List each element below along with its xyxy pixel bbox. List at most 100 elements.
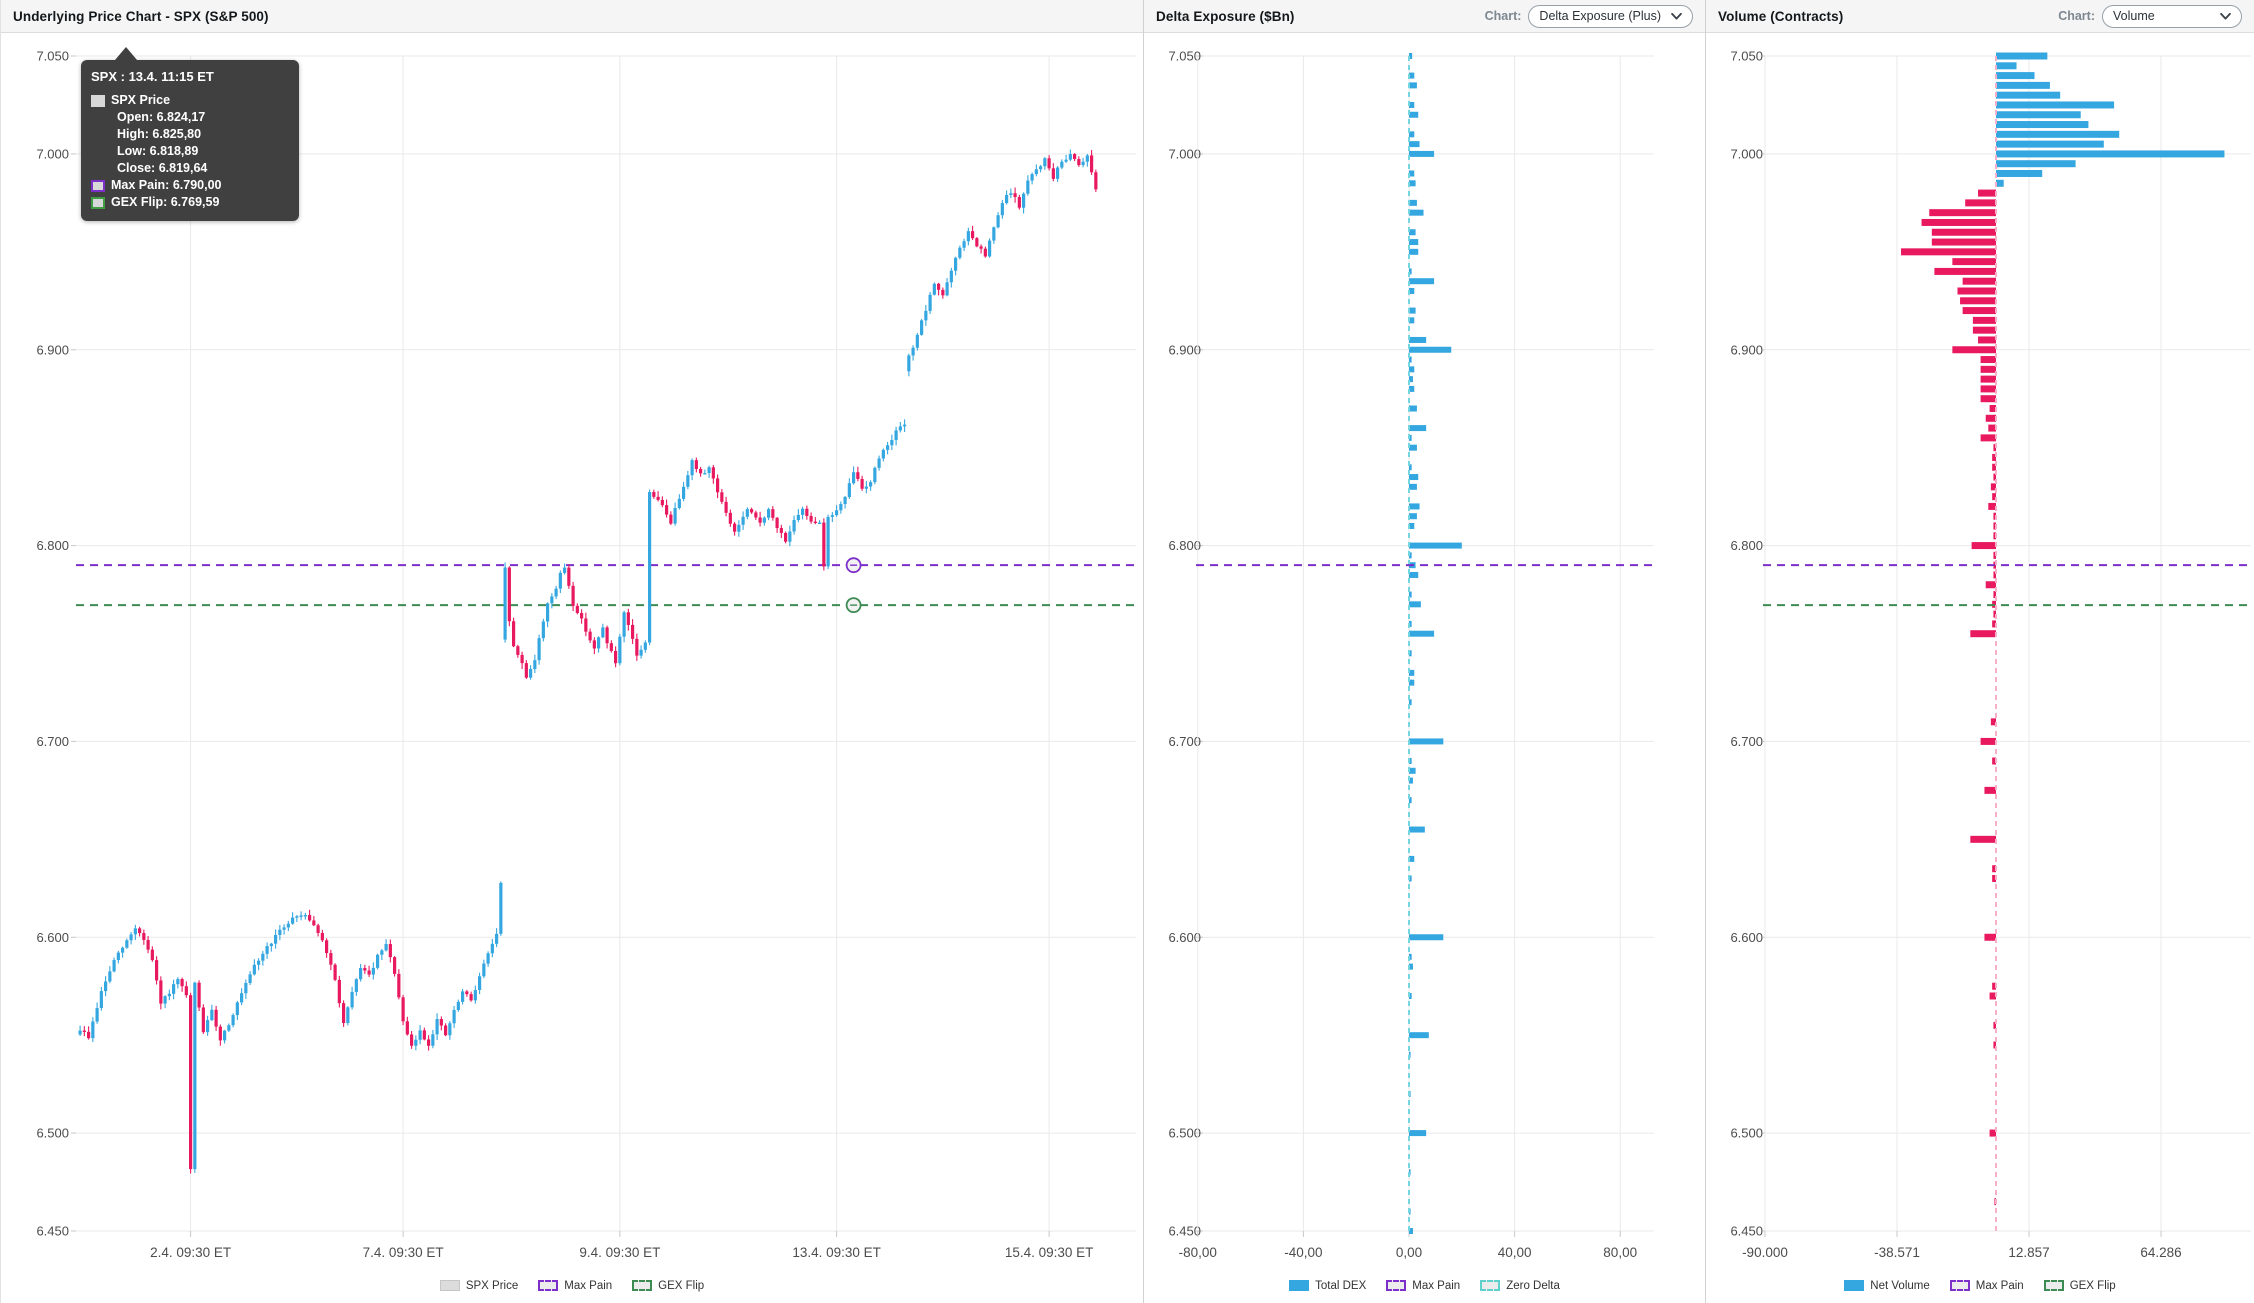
spx-price-swatch-icon (91, 94, 105, 107)
svg-text:6.700: 6.700 (1730, 734, 1763, 749)
dash-purple-swatch-icon (538, 1280, 559, 1291)
svg-text:7.000: 7.000 (36, 146, 69, 161)
bars-layer (1901, 52, 2225, 1206)
price-chart-area[interactable]: SPX : 13.4. 11:15 ET SPX Price Open: 6.8… (1, 33, 1143, 1273)
dex-select-value: Delta Exposure (Plus) (1539, 9, 1661, 23)
legend-item-max-pain: Max Pain (1386, 1280, 1460, 1292)
svg-text:6.450: 6.450 (1730, 1224, 1763, 1239)
tooltip-max-pain: Max Pain: 6.790,00 (91, 177, 287, 194)
dash-teal-swatch-icon (1480, 1280, 1501, 1291)
legend-item-max-pain: Max Pain (538, 1280, 612, 1292)
dash-green-swatch-icon (2043, 1280, 2064, 1291)
legend-item-max-pain: Max Pain (1949, 1280, 2024, 1292)
legend-item-zero-delta: Zero Delta (1480, 1280, 1560, 1292)
svg-text:7.050: 7.050 (1168, 49, 1201, 64)
tooltip-low: Low: 6.818,89 (117, 144, 199, 158)
svg-text:7.4. 09:30 ET: 7.4. 09:30 ET (363, 1245, 444, 1260)
dex-chart-type-select[interactable]: Delta Exposure (Plus) (1528, 4, 1693, 28)
dex-legend: Total DEX Max Pain Zero Delta (1144, 1268, 1705, 1303)
svg-text:6.450: 6.450 (1168, 1224, 1201, 1239)
svg-text:12.857: 12.857 (2008, 1245, 2049, 1260)
dex-panel-header: Delta Exposure ($Bn) Chart: Delta Exposu… (1144, 0, 1705, 33)
price-legend: SPX Price Max Pain GEX Flip (1, 1268, 1143, 1303)
chevron-down-icon (2220, 12, 2231, 20)
chevron-down-icon (1671, 12, 1682, 20)
legend-item-gex-flip: GEX Flip (2043, 1280, 2116, 1292)
gray-swatch-icon (439, 1280, 460, 1291)
price-tooltip: SPX : 13.4. 11:15 ET SPX Price Open: 6.8… (81, 47, 299, 221)
tooltip-series-label: SPX Price (111, 93, 171, 107)
svg-text:6.900: 6.900 (1168, 342, 1201, 357)
svg-text:40,00: 40,00 (1498, 1245, 1532, 1260)
svg-text:6.500: 6.500 (1168, 1126, 1201, 1141)
svg-text:6.800: 6.800 (1730, 538, 1763, 553)
vol-chart-label: Chart: (2058, 9, 2095, 23)
blue-swatch-icon (1844, 1280, 1865, 1291)
legend-item-total-dex: Total DEX (1289, 1280, 1366, 1292)
svg-text:0,00: 0,00 (1396, 1245, 1422, 1260)
dex-panel-title: Delta Exposure ($Bn) (1156, 8, 1295, 24)
svg-text:-90.000: -90.000 (1742, 1245, 1788, 1260)
svg-text:-40,00: -40,00 (1284, 1245, 1322, 1260)
svg-text:6.450: 6.450 (36, 1224, 69, 1239)
tooltip-gex-flip: GEX Flip: 6.769,59 (91, 194, 287, 211)
vol-chart-area[interactable]: 7.050 7.000 6.900 6.800 6.700 6.600 6.500 6.450… (1706, 33, 2254, 1273)
bars-layer (1409, 53, 1462, 1234)
svg-text:6.700: 6.700 (36, 734, 69, 749)
svg-text:6.600: 6.600 (36, 930, 69, 945)
svg-text:-80,00: -80,00 (1179, 1245, 1217, 1260)
vol-panel-title: Volume (Contracts) (1718, 8, 1844, 24)
svg-text:6.600: 6.600 (1168, 930, 1201, 945)
legend-item-net-volume: Net Volume (1844, 1280, 1930, 1292)
svg-text:80,00: 80,00 (1603, 1245, 1637, 1260)
dex-bars-svg: 7.050 7.000 6.900 6.800 6.700 6.600 6.500 6.450… (1168, 49, 1654, 1260)
tooltip-arrow (115, 47, 137, 60)
svg-text:6.800: 6.800 (1168, 538, 1201, 553)
svg-text:13.4. 09:30 ET: 13.4. 09:30 ET (792, 1245, 881, 1260)
price-panel-title: Underlying Price Chart - SPX (S&P 500) (13, 8, 269, 24)
svg-text:-38.571: -38.571 (1874, 1245, 1920, 1260)
candles-layer (78, 149, 1098, 1174)
price-candlestick-svg: 7.050 7.000 6.900 6.800 6.700 6.600 6.500 6.450… (36, 49, 1136, 1260)
svg-text:9.4. 09:30 ET: 9.4. 09:30 ET (579, 1245, 660, 1260)
tooltip-title: SPX : 13.4. 11:15 ET (91, 69, 214, 84)
svg-text:64.286: 64.286 (2140, 1245, 2181, 1260)
svg-text:2.4. 09:30 ET: 2.4. 09:30 ET (150, 1245, 231, 1260)
svg-text:6.800: 6.800 (36, 538, 69, 553)
dash-purple-swatch-icon (1386, 1280, 1407, 1291)
svg-text:6.500: 6.500 (1730, 1126, 1763, 1141)
tooltip-close: Close: 6.819,64 (117, 161, 208, 175)
gridlines: 7.050 7.000 6.900 6.800 6.700 6.600 6.500 6.450… (36, 49, 1136, 1260)
dash-purple-swatch-icon (1949, 1280, 1970, 1291)
svg-text:6.900: 6.900 (36, 342, 69, 357)
vol-chart-type-select[interactable]: Volume (2102, 4, 2242, 28)
vol-bars-svg: 7.050 7.000 6.900 6.800 6.700 6.600 6.500 6.450… (1730, 49, 2251, 1260)
vol-legend: Net Volume Max Pain GEX Flip (1706, 1268, 2254, 1303)
dex-chart-label: Chart: (1484, 9, 1522, 23)
svg-text:7.050: 7.050 (1730, 49, 1763, 64)
svg-text:6.500: 6.500 (36, 1126, 69, 1141)
legend-item-gex-flip: GEX Flip (632, 1280, 704, 1292)
svg-text:15.4. 09:30 ET: 15.4. 09:30 ET (1005, 1245, 1094, 1260)
svg-text:7.000: 7.000 (1730, 146, 1763, 161)
svg-text:7.000: 7.000 (1168, 146, 1201, 161)
dex-chart-area[interactable]: 7.050 7.000 6.900 6.800 6.700 6.600 6.500 6.450… (1144, 33, 1705, 1273)
price-chart-panel: Underlying Price Chart - SPX (S&P 500) S… (0, 0, 1143, 1303)
max-pain-swatch-icon (91, 179, 105, 192)
blue-swatch-icon (1289, 1280, 1310, 1291)
svg-text:7.050: 7.050 (36, 49, 69, 64)
tooltip-high: High: 6.825,80 (117, 127, 202, 141)
svg-text:6.600: 6.600 (1730, 930, 1763, 945)
tooltip-series-row: SPX Price (91, 92, 287, 109)
price-panel-header: Underlying Price Chart - SPX (S&P 500) (1, 0, 1143, 33)
volume-panel: Volume (Contracts) Chart: Volume 7.050 7.… (1705, 0, 2254, 1303)
svg-text:6.900: 6.900 (1730, 342, 1763, 357)
gex-flip-swatch-icon (91, 196, 105, 209)
delta-exposure-panel: Delta Exposure ($Bn) Chart: Delta Exposu… (1143, 0, 1705, 1303)
vol-select-value: Volume (2113, 9, 2155, 23)
legend-item-spx-price: SPX Price (439, 1280, 518, 1292)
svg-text:6.700: 6.700 (1168, 734, 1201, 749)
tooltip-open: Open: 6.824,17 (117, 110, 206, 124)
vol-panel-header: Volume (Contracts) Chart: Volume (1706, 0, 2254, 33)
